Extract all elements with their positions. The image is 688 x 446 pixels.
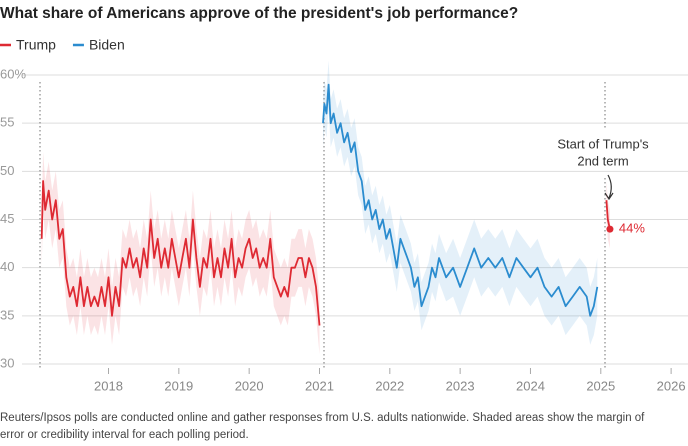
footnote-line: Reuters/Ipsos polls are conducted online… bbox=[0, 412, 645, 424]
x-tick-label: 2018 bbox=[94, 378, 123, 393]
error-band bbox=[41, 152, 320, 355]
x-tick-label: 2026 bbox=[657, 378, 686, 393]
x-tick-label: 2023 bbox=[446, 378, 475, 393]
y-tick-label: 45 bbox=[0, 211, 14, 226]
end-dot bbox=[606, 225, 614, 233]
x-tick-label: 2019 bbox=[164, 378, 193, 393]
series-line bbox=[322, 83, 599, 317]
annotation: 2nd term bbox=[577, 153, 628, 168]
x-tick-label: 2024 bbox=[516, 378, 545, 393]
legend-label: Trump bbox=[16, 37, 56, 53]
chart-title: What share of Americans approve of the p… bbox=[0, 5, 518, 22]
x-tick-label: 2020 bbox=[235, 378, 264, 393]
chart: What share of Americans approve of the p… bbox=[0, 5, 688, 393]
footnote: Reuters/Ipsos polls are conducted online… bbox=[0, 410, 686, 444]
y-tick-label: 35 bbox=[0, 307, 14, 322]
y-tick-label: 60% bbox=[0, 66, 26, 81]
footnote-line: error or credibility interval for each p… bbox=[0, 429, 249, 441]
x-tick-label: 2022 bbox=[375, 378, 404, 393]
x-tick-label: 2021 bbox=[305, 378, 334, 393]
legend-label: Biden bbox=[89, 37, 125, 53]
y-tick-label: 50 bbox=[0, 163, 14, 178]
value-label: 44% bbox=[619, 221, 645, 236]
y-tick-label: 55 bbox=[0, 115, 14, 130]
y-tick-label: 30 bbox=[0, 355, 14, 370]
x-tick-label: 2025 bbox=[586, 378, 615, 393]
y-tick-label: 40 bbox=[0, 259, 14, 274]
annotation: Start of Trump's bbox=[557, 136, 649, 151]
annotation-arrow bbox=[604, 174, 614, 201]
